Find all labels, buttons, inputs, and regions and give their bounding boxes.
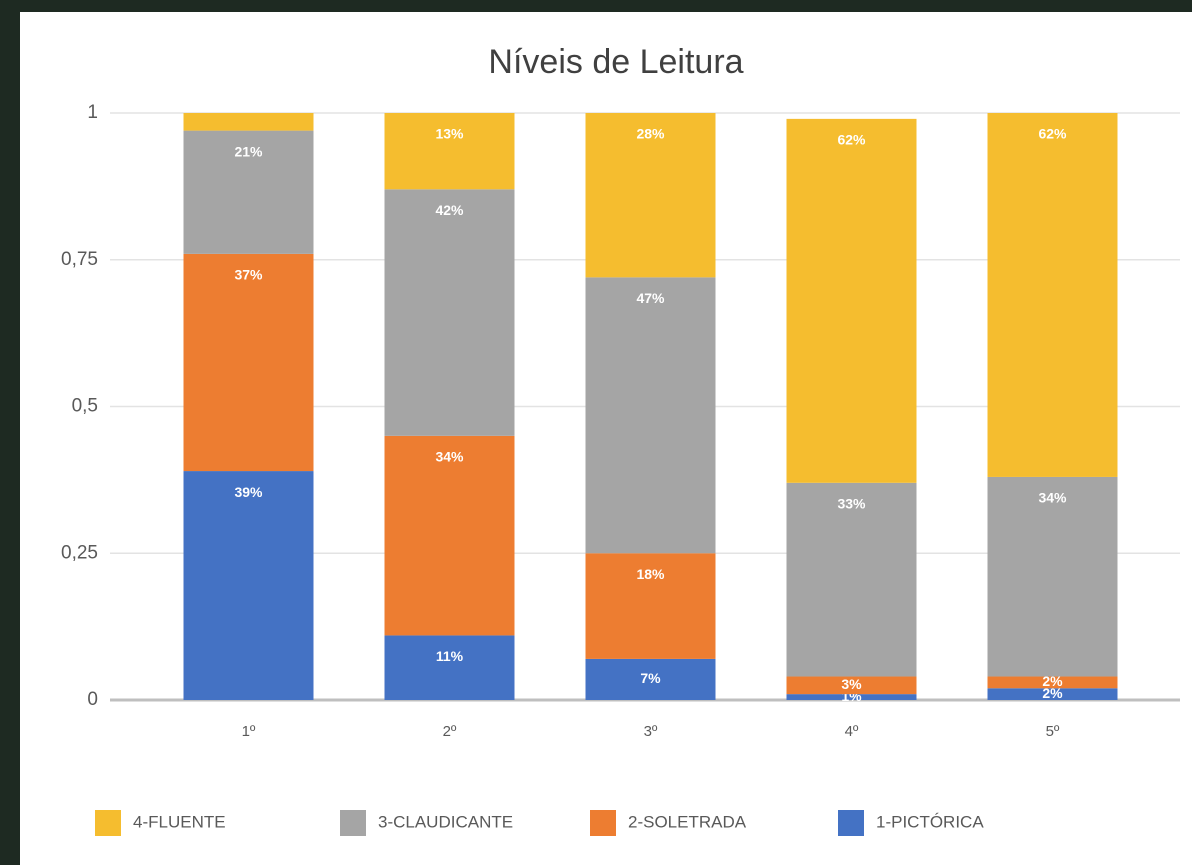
data-label: 47% — [636, 290, 665, 306]
bar-segment — [384, 435, 515, 636]
legend-label: 2-SOLETRADA — [628, 812, 747, 831]
data-label: 18% — [636, 566, 665, 582]
bar-segment — [183, 130, 314, 254]
data-label: 42% — [435, 202, 464, 218]
data-label: 62% — [1038, 126, 1067, 142]
bar-segment — [384, 635, 515, 700]
x-tick-label: 4º — [845, 723, 859, 740]
x-tick-label: 5º — [1046, 723, 1060, 740]
legend-label: 3-CLAUDICANTE — [378, 812, 513, 831]
bar-segment — [384, 189, 515, 436]
bar-segment — [585, 113, 716, 278]
data-label: 11% — [436, 648, 464, 664]
y-tick-label: 0,25 — [61, 542, 98, 563]
legend-swatch — [590, 810, 616, 836]
legend-swatch — [838, 810, 864, 836]
bar-segment — [987, 688, 1118, 700]
y-tick-label: 0,75 — [61, 249, 98, 270]
data-label: 21% — [234, 143, 263, 159]
bar-segment — [786, 482, 917, 677]
bar-segment — [183, 113, 314, 131]
bar-segment — [585, 553, 716, 659]
data-label: 34% — [1038, 490, 1067, 506]
data-label: 39% — [234, 484, 263, 500]
bar-segment — [987, 476, 1118, 677]
x-tick-label: 3º — [644, 723, 658, 740]
legend-swatch — [95, 810, 121, 836]
bar-segment — [987, 676, 1118, 689]
x-tick-label: 2º — [443, 723, 457, 740]
x-tick-label: 1º — [242, 723, 256, 740]
y-tick-label: 1 — [87, 102, 98, 123]
data-label: 2% — [1042, 673, 1063, 689]
bar-segment — [786, 118, 917, 483]
bar-segment — [585, 277, 716, 554]
data-label: 34% — [435, 449, 464, 465]
data-label: 3% — [841, 676, 862, 692]
bar-segment — [183, 253, 314, 472]
data-label: 62% — [837, 132, 866, 148]
bar-segment — [987, 113, 1118, 477]
data-label: 37% — [234, 267, 263, 283]
data-label: 2% — [1042, 685, 1063, 701]
bar-segment — [183, 471, 314, 700]
legend-label: 4-FLUENTE — [133, 812, 226, 831]
y-tick-label: 0,5 — [72, 396, 98, 417]
data-label: 7% — [640, 670, 661, 686]
bar-segment — [786, 676, 917, 695]
y-tick-label: 0 — [87, 689, 98, 710]
data-label: 33% — [837, 496, 866, 512]
bar-segment — [585, 658, 716, 700]
bar-segment — [786, 694, 917, 700]
chart-title: Níveis de Leitura — [488, 43, 743, 81]
data-label: 28% — [636, 126, 665, 142]
legend-swatch — [340, 810, 366, 836]
legend-label: 1-PICTÓRICA — [876, 812, 984, 831]
bar-segment — [384, 113, 515, 190]
data-label: 13% — [435, 126, 464, 142]
